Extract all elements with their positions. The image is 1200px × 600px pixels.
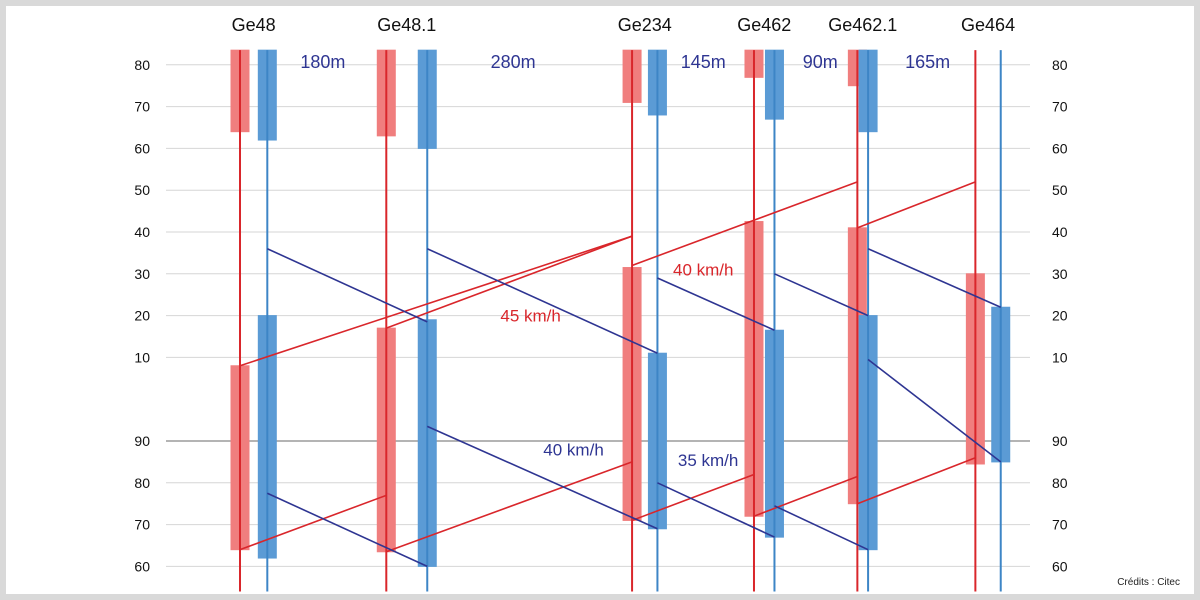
y-tick-label-right: 40 — [1052, 224, 1068, 240]
speed-label: 40 km/h — [673, 261, 733, 280]
y-tick-label-right: 50 — [1052, 182, 1068, 198]
y-tick-label-left: 60 — [134, 140, 150, 156]
y-tick-label-right: 70 — [1052, 99, 1068, 115]
grid — [166, 64, 1030, 567]
band-direction-2 — [657, 482, 775, 538]
band-direction-1 — [386, 461, 633, 553]
speed-label: 35 km/h — [678, 451, 738, 470]
credit-text: Crédits : Citec — [1117, 577, 1180, 588]
time-space-diagram: 80 80 70 70 60 60 50 50 40 40 30 30 20 20 10 10 90 90 80 80… — [134, 15, 1068, 592]
distance-label: 90m — [803, 52, 838, 72]
signal-lines — [239, 50, 1002, 592]
band-direction-1 — [857, 456, 976, 505]
y-tick-label-left: 70 — [134, 517, 150, 533]
red-phases — [230, 49, 1011, 567]
distance-label: 180m — [300, 52, 345, 72]
band-direction-2 — [266, 247, 428, 323]
y-tick-label-right: 20 — [1052, 308, 1068, 324]
station-label: Ge48 — [232, 15, 276, 35]
y-tick-label-right: 80 — [1052, 57, 1068, 73]
y-tick-label-left: 90 — [134, 433, 150, 449]
y-tick-label-right: 60 — [1052, 558, 1068, 574]
y-tick-label-left: 10 — [134, 349, 150, 365]
band-direction-1 — [239, 494, 387, 551]
y-tick-label-left: 50 — [134, 182, 150, 198]
y-tick-label-right: 30 — [1052, 266, 1068, 282]
band-direction-2 — [867, 247, 1002, 308]
band-direction-1 — [631, 473, 755, 522]
y-tick-label-left: 40 — [134, 224, 150, 240]
band-direction-2 — [867, 358, 1002, 463]
y-tick-label-right: 60 — [1052, 140, 1068, 156]
band-direction-2 — [266, 492, 428, 568]
station-label: Ge234 — [618, 15, 672, 35]
y-tick-label-right: 80 — [1052, 475, 1068, 491]
y-tick-label-left: 60 — [134, 558, 150, 574]
band-direction-2 — [774, 273, 869, 317]
band-direction-2 — [774, 505, 869, 551]
y-tick-label-right: 10 — [1052, 349, 1068, 365]
station-label: Ge462 — [737, 15, 791, 35]
y-tick-label-left: 20 — [134, 308, 150, 324]
speed-label: 45 km/h — [500, 307, 560, 326]
band-direction-1 — [857, 181, 976, 229]
y-axis-ticks: 80 80 70 70 60 60 50 50 40 40 30 30 20 20 10 10 90 90 80 80… — [134, 57, 1067, 575]
y-tick-label-right: 70 — [1052, 517, 1068, 533]
band-direction-1 — [753, 475, 858, 517]
station-label: Ge462.1 — [828, 15, 897, 35]
band-direction-2 — [426, 425, 658, 530]
station-label: Ge464 — [961, 15, 1015, 35]
band-direction-1 — [386, 235, 633, 329]
speed-label: 40 km/h — [543, 440, 603, 459]
labels: Ge48 Ge48.1 Ge234 Ge462 Ge462.1 Ge464 180m 280m… — [232, 15, 1015, 470]
y-tick-label-left: 70 — [134, 99, 150, 115]
distance-label: 165m — [905, 52, 950, 72]
band-direction-2 — [426, 247, 658, 354]
station-label: Ge48.1 — [377, 15, 436, 35]
band-direction-1 — [631, 181, 858, 267]
distance-label: 145m — [681, 52, 726, 72]
band-direction-1 — [239, 235, 633, 367]
band-direction-2 — [657, 277, 775, 331]
green-bands — [239, 181, 1002, 568]
y-tick-label-left: 80 — [134, 57, 150, 73]
chart-frame: 80 80 70 70 60 60 50 50 40 40 30 30 20 20 10 10 90 90 80 80… — [6, 6, 1194, 594]
y-tick-label-right: 90 — [1052, 433, 1068, 449]
y-tick-label-left: 30 — [134, 266, 150, 282]
y-tick-label-left: 80 — [134, 475, 150, 491]
distance-label: 280m — [491, 52, 536, 72]
